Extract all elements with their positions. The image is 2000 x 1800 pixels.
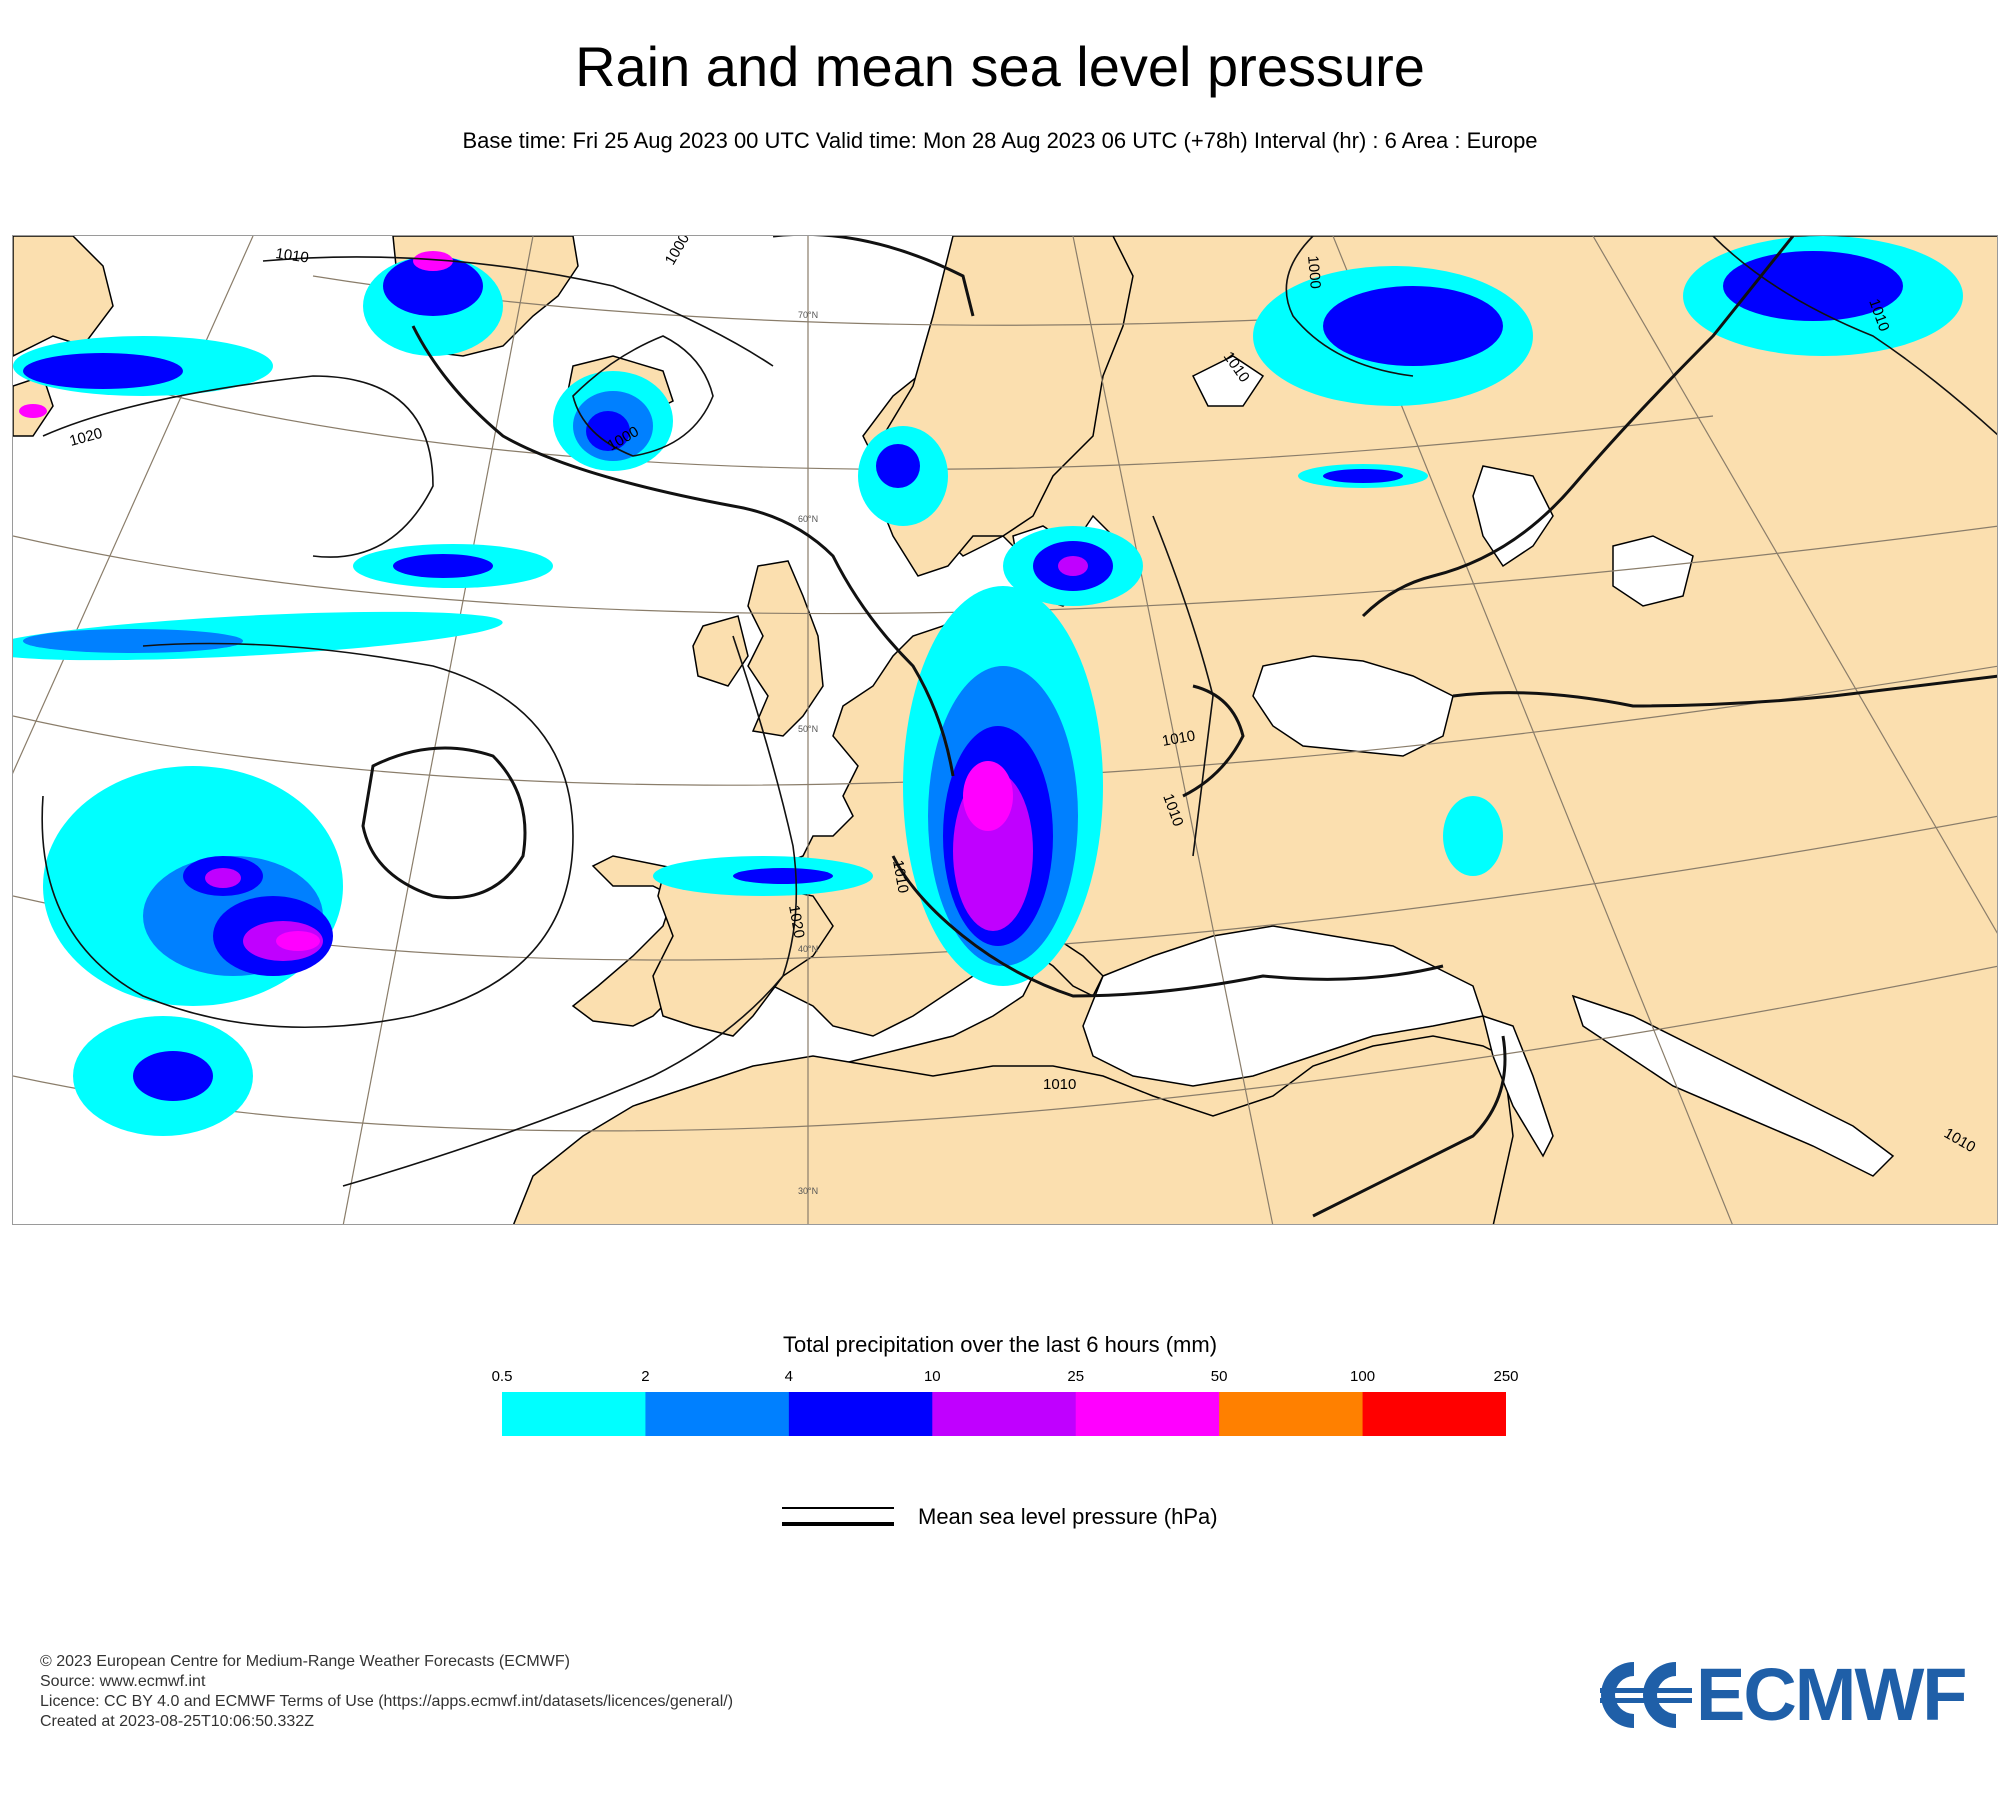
- latitude-label: 40°N: [798, 944, 818, 954]
- europe-map[interactable]: 1010 1000 1020 1000 1010 1000 1010 1010 …: [12, 235, 1998, 1225]
- land-iberia: [652, 875, 834, 1037]
- sea-caspian: [1472, 465, 1554, 568]
- isobar: [1152, 515, 1214, 857]
- sea-persian: [1571, 994, 1895, 1177]
- precip-dblue: [586, 411, 630, 451]
- footer-copyright: © 2023 European Centre for Medium-Range …: [40, 1653, 570, 1670]
- colorbar-tick-label: 2: [641, 1368, 650, 1385]
- precip-dblue: [733, 868, 833, 884]
- isobar: [361, 746, 527, 900]
- seas-layer: [1012, 355, 1895, 1177]
- isobar-label: 1000: [1304, 255, 1324, 290]
- ecmwf-logo-text: ECMWF: [1696, 1653, 1967, 1736]
- isobar: [1285, 236, 1414, 377]
- sea-mediterranean-east: [1082, 925, 1484, 1087]
- latitude-label: 60°N: [798, 514, 818, 524]
- meridian-e60: [1592, 236, 1997, 934]
- precip-purple: [1058, 556, 1088, 576]
- meridian-w20: [342, 236, 534, 1224]
- precip-purple: [205, 868, 241, 888]
- land-canada: [13, 236, 114, 357]
- footer-licence: Licence: CC BY 4.0 and ECMWF Terms of Us…: [40, 1693, 734, 1710]
- precip-dblue: [383, 256, 483, 316]
- isobar-label: 1010: [1043, 1076, 1076, 1093]
- isobar: [1712, 236, 1997, 436]
- footer-source: Source: www.ecmwf.int: [40, 1673, 206, 1690]
- precip-dblue: [393, 554, 493, 578]
- meridian-e20: [1072, 236, 1274, 1224]
- isobar-label: 1000: [662, 236, 693, 268]
- isobar: [262, 256, 774, 367]
- isobar-label: 1020: [785, 904, 808, 940]
- isobar-layer: [41, 236, 1997, 1218]
- precip-blue: [23, 629, 243, 653]
- isobar: [1361, 236, 1795, 618]
- colorbar-tick-label: 50: [1210, 1368, 1228, 1385]
- colorbar-segment: [1219, 1392, 1364, 1436]
- sea-aral: [1612, 535, 1694, 607]
- map-svg: 1010 1000 1020 1000 1010 1000 1010 1010 …: [13, 236, 1997, 1224]
- ecmwf-logo-icon: [1600, 1662, 1692, 1728]
- colorbar: [502, 1392, 1506, 1436]
- isobar: [572, 335, 714, 457]
- precip-dblue: [1323, 286, 1503, 366]
- isobar: [1452, 674, 1997, 708]
- land-ireland: [692, 615, 749, 687]
- colorbar-segment: [502, 1392, 646, 1436]
- sea-white: [1191, 355, 1265, 407]
- latitude-label: 50°N: [798, 724, 818, 734]
- sea-red: [1481, 1014, 1554, 1158]
- colorbar-segment: [788, 1392, 933, 1436]
- colorbar-tick-label: 100: [1350, 1368, 1376, 1385]
- isobar-label: 1010: [889, 859, 912, 895]
- latitude-label-layer: 70°N 60°N 50°N 40°N 30°N: [798, 310, 818, 1196]
- mslp-legend-label: Mean sea level pressure (hPa): [918, 1504, 1218, 1529]
- latitude-label: 30°N: [798, 1186, 818, 1196]
- isobar: [41, 642, 574, 1029]
- precip-dblue: [133, 1051, 213, 1101]
- colorbar-tick-label: 0.5: [491, 1368, 513, 1385]
- precip-magenta: [276, 931, 320, 951]
- precip-magenta: [19, 404, 47, 418]
- precip-dblue: [876, 444, 920, 488]
- colorbar-segment: [645, 1392, 790, 1436]
- precip-dblue: [23, 353, 183, 389]
- footer-created: Created at 2023-08-25T10:06:50.332Z: [40, 1713, 314, 1730]
- parallel-60: [132, 385, 1714, 470]
- precip-magenta: [963, 761, 1013, 831]
- precip-dblue: [1323, 469, 1403, 483]
- precip-magenta: [413, 251, 453, 271]
- isobar: [891, 855, 1444, 998]
- land-layer: [13, 236, 1997, 1224]
- precip-cyan: [1443, 796, 1503, 876]
- isobar: [42, 375, 434, 558]
- isobar-label: 1010: [274, 245, 309, 266]
- colorbar-tick-label: 250: [1493, 1368, 1519, 1385]
- colorbar-segment: [1362, 1392, 1506, 1436]
- precip-layer: [13, 236, 1963, 1136]
- colorbar-segment: [1075, 1392, 1220, 1436]
- isobar-label: 1020: [68, 425, 105, 450]
- footer: © 2023 European Centre for Medium-Range …: [40, 1652, 733, 1732]
- colorbar-segment: [932, 1392, 1077, 1436]
- latitude-label: 70°N: [798, 310, 818, 320]
- isobar: [342, 635, 798, 1187]
- parallel-20: [13, 965, 1997, 1132]
- isobar-label: 1010: [1161, 727, 1197, 750]
- colorbar-tick-label: 4: [784, 1368, 794, 1385]
- parallel-50: [13, 525, 1997, 615]
- chart-title: Rain and mean sea level pressure: [575, 35, 1425, 98]
- colorbar-title: Total precipitation over the last 6 hour…: [782, 1332, 1218, 1357]
- colorbar-tick-label: 25: [1067, 1368, 1085, 1385]
- colorbar-tick-label: 10: [923, 1368, 941, 1385]
- chart-subtitle: Base time: Fri 25 Aug 2023 00 UTC Valid …: [462, 128, 1538, 153]
- isobar: [773, 236, 975, 317]
- land-britain: [747, 560, 824, 737]
- isobar: [411, 325, 955, 777]
- mslp-legend-swatch: [782, 1507, 894, 1526]
- parallel-40: [13, 665, 1997, 786]
- isobar: [1182, 684, 1245, 798]
- sea-black: [1252, 655, 1454, 757]
- isobar: [1312, 1035, 1507, 1218]
